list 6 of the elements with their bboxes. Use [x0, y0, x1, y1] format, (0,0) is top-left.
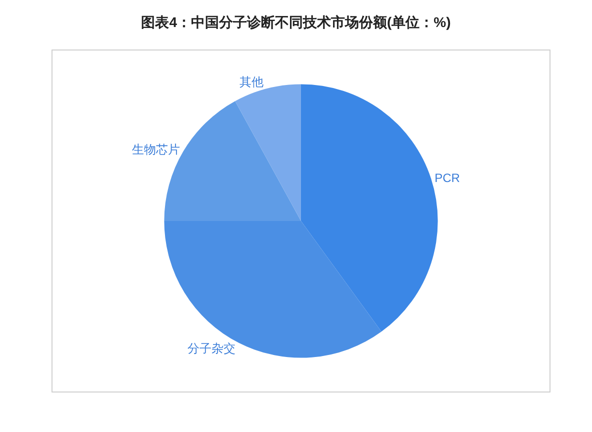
- slice-label: PCR: [434, 171, 460, 186]
- slice-label: 分子杂交: [187, 341, 236, 356]
- pie-slice: [164, 221, 382, 358]
- slice-label: 生物芯片: [132, 142, 180, 157]
- chart-title: 图表4：中国分子诊断不同技术市场份额(单位：%): [141, 14, 451, 30]
- slice-label: 其他: [239, 74, 264, 89]
